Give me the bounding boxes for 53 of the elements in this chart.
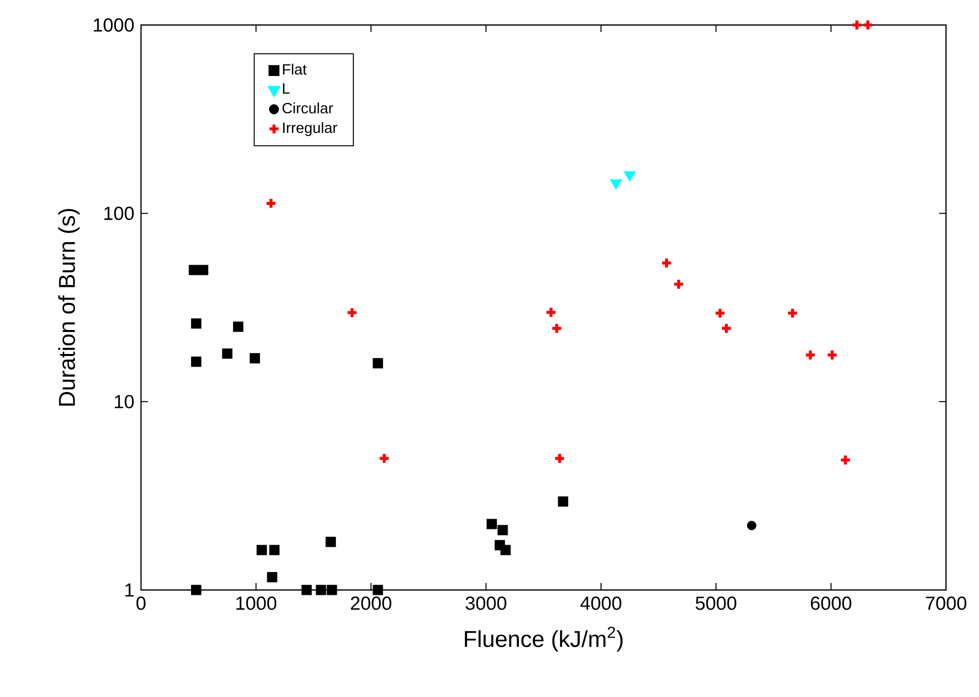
y-tick-label: 1000 <box>94 18 134 32</box>
x-tick-label: 1000 <box>236 596 276 610</box>
point <box>191 356 202 367</box>
point <box>266 572 278 582</box>
x-tick-label: 3000 <box>466 596 506 610</box>
point <box>233 322 244 332</box>
point <box>222 348 232 359</box>
point <box>256 544 267 556</box>
y-tick-label: 1 <box>125 583 134 596</box>
point <box>500 544 511 556</box>
point <box>326 584 338 596</box>
point <box>301 584 312 596</box>
legend-label: Circular <box>282 102 334 114</box>
point <box>269 544 280 556</box>
x-tick-label: 4000 <box>580 596 622 610</box>
point <box>839 454 852 466</box>
point <box>191 318 202 329</box>
point <box>714 307 726 320</box>
point <box>545 306 557 318</box>
point <box>198 264 208 276</box>
point <box>264 197 277 210</box>
y-tick-label: 100 <box>104 206 134 220</box>
point <box>250 353 260 364</box>
point <box>672 278 685 290</box>
point <box>316 584 326 596</box>
point <box>558 496 568 507</box>
x-axis-title: Fluence (kJ/m$^{2}$) <box>464 626 623 652</box>
x-tick-label: 7000 <box>926 596 966 610</box>
point <box>346 306 358 319</box>
legend-label: Irregular <box>283 122 338 136</box>
point <box>191 584 202 596</box>
point <box>326 536 336 548</box>
point <box>550 322 563 334</box>
x-tick-label: 0 <box>136 596 146 610</box>
point <box>188 264 200 276</box>
point <box>786 307 798 320</box>
point <box>746 520 756 530</box>
point <box>378 452 390 464</box>
point <box>720 322 732 334</box>
point <box>498 524 508 536</box>
point <box>850 19 863 31</box>
point <box>486 518 497 530</box>
point <box>554 452 566 464</box>
x-tick-label: 5000 <box>696 596 736 610</box>
x-tick-label: 2000 <box>350 596 392 610</box>
point <box>862 19 874 31</box>
legend-label: Flat <box>283 64 307 75</box>
y-axis-title: Duration of Burn (s) <box>58 208 80 406</box>
point <box>372 584 384 596</box>
y-tick-label: 10 <box>114 394 134 408</box>
legend-label: L <box>283 83 290 94</box>
x-tick-label: 6000 <box>810 596 852 610</box>
point <box>372 358 384 368</box>
